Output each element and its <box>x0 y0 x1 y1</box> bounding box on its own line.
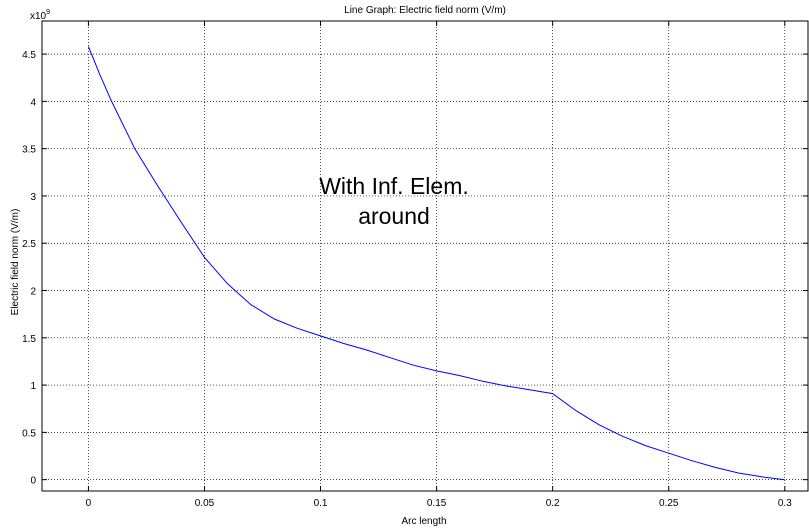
y-tick-label: 1 <box>30 381 36 392</box>
y-tick-label: 3 <box>30 192 36 203</box>
annotation-line-1: With Inf. Elem. <box>319 173 469 199</box>
grid-lines <box>42 21 808 491</box>
y-multiplier: x109 <box>30 9 50 22</box>
series-line-electric-field <box>87 46 785 481</box>
y-tick-label: 2.5 <box>22 239 36 250</box>
axis-ticks <box>42 21 808 491</box>
x-tick-label: 0.1 <box>314 498 328 509</box>
y-axis-label: Electric field norm (V/m) <box>10 209 21 316</box>
plot-area-frame <box>41 20 809 492</box>
y-tick-label: 4 <box>30 97 36 108</box>
x-tick-label: 0.15 <box>427 498 447 509</box>
annotation-line-2: around <box>358 203 430 229</box>
y-multiplier-base: x10 <box>30 11 47 22</box>
y-multiplier-exponent: 9 <box>46 9 50 16</box>
x-tick-label: 0.05 <box>195 498 215 509</box>
x-tick-label: 0.2 <box>546 498 560 509</box>
y-tick-label: 0 <box>30 476 36 487</box>
y-tick-label: 4.5 <box>22 50 36 61</box>
y-tick-label: 2 <box>30 287 36 298</box>
chart-title: Line Graph: Electric field norm (V/m) <box>344 5 506 16</box>
svg-text:x109: x109 <box>30 9 50 22</box>
y-tick-label: 1.5 <box>22 334 36 345</box>
x-tick-label: 0.3 <box>778 498 792 509</box>
y-axis-tick-labels: 0 0.5 1 1.5 2 2.5 3 3.5 4 4.5 <box>22 50 36 487</box>
y-tick-label: 3.5 <box>22 145 36 156</box>
x-tick-label: 0.25 <box>659 498 679 509</box>
y-tick-label: 0.5 <box>22 428 36 439</box>
x-axis-label: Arc length <box>401 516 446 527</box>
x-tick-label: 0 <box>86 498 92 509</box>
x-axis-tick-labels: 0 0.05 0.1 0.15 0.2 0.25 0.3 <box>86 498 793 509</box>
